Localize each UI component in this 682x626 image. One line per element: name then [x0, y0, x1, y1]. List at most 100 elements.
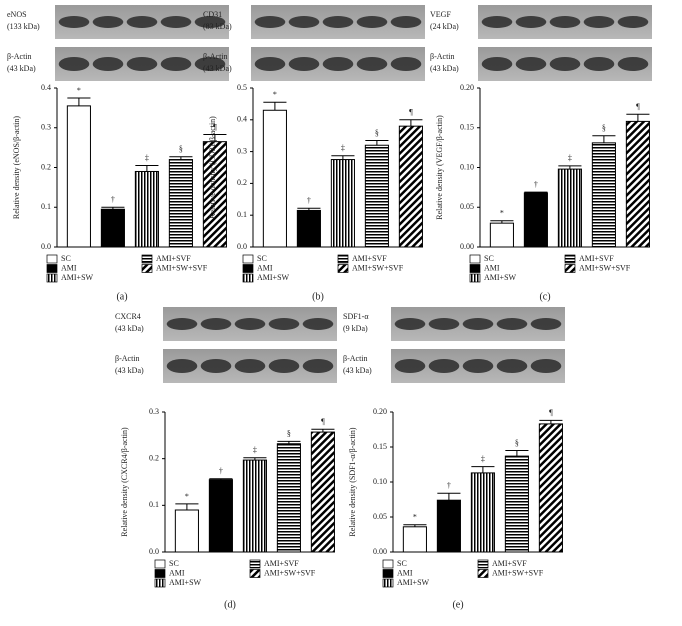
y-tick-label: 0.20 — [373, 407, 387, 416]
panel-label: (b) — [312, 291, 324, 302]
blot-band — [356, 16, 388, 28]
blot-band — [126, 57, 158, 71]
blot-band — [617, 16, 649, 28]
significance-marker: § — [602, 124, 606, 133]
panel: VEGF (24 kDa) β-Actin (43 kDa) 0.00 0.05 0.10 0… — [430, 5, 652, 302]
y-tick-label: 0.2 — [41, 162, 51, 171]
legend-label: AMI+SW — [61, 273, 94, 282]
blot-band — [288, 57, 320, 71]
blot-band — [254, 16, 286, 28]
legend-swatch — [382, 569, 394, 578]
bar — [296, 209, 321, 248]
legend-label: SC — [484, 254, 494, 263]
blot-label: (9 kDa) — [343, 324, 368, 333]
blot-label: β-Actin — [430, 52, 455, 61]
legend-label: AMI+SW — [397, 578, 430, 587]
legend-label: SC — [257, 254, 267, 263]
bar — [168, 159, 193, 248]
panel-label: (e) — [452, 599, 463, 610]
bar — [625, 120, 650, 248]
blot-band — [530, 359, 562, 373]
blot-band — [194, 16, 226, 28]
legend-label: AMI+SVF — [492, 559, 527, 568]
blot-band — [160, 16, 192, 28]
significance-marker: ¶ — [321, 417, 325, 426]
blot-band — [428, 359, 460, 373]
blot-label: (133 kDa) — [7, 22, 40, 31]
legend-swatch — [154, 559, 166, 569]
bar — [402, 526, 427, 553]
blot-band — [288, 16, 320, 28]
panel-label: (c) — [539, 291, 550, 302]
y-axis-label: Relative density (CXCR4/β-actin) — [120, 427, 129, 537]
legend-label: AMI+SW — [169, 578, 202, 587]
legend-swatch — [141, 254, 153, 264]
y-tick-label: 0.15 — [460, 123, 474, 132]
y-tick-label: 0.2 — [149, 453, 159, 462]
legend-swatch — [154, 569, 166, 578]
blot-label: CD31 — [203, 10, 222, 19]
legend-label: AMI — [257, 263, 273, 272]
y-tick-label: 0.0 — [41, 242, 51, 251]
legend-label: AMI — [169, 568, 185, 577]
legend-label: AMI+SW+SVF — [579, 263, 631, 272]
y-tick-label: 0.20 — [460, 83, 474, 92]
blot-label: eNOS — [7, 10, 27, 19]
legend-label: AMI+SVF — [264, 559, 299, 568]
significance-marker: * — [77, 86, 81, 95]
legend-swatch — [46, 273, 58, 283]
legend-swatch — [249, 559, 261, 569]
legend-label: AMI+SW+SVF — [264, 568, 316, 577]
legend-label: AMI+SW — [257, 273, 290, 282]
legend-swatch — [382, 578, 394, 588]
legend-label: SC — [397, 559, 407, 568]
legend-swatch — [564, 264, 576, 273]
bar — [208, 479, 233, 553]
y-axis-label: Relative density (CD31/β-actin) — [208, 116, 217, 219]
blot-band — [462, 359, 494, 373]
bar — [364, 144, 389, 248]
significance-marker: * — [273, 90, 277, 99]
blot-band — [268, 359, 300, 373]
legend-swatch — [564, 254, 576, 264]
significance-marker: ‡ — [253, 446, 257, 455]
panel: eNOS (133 kDa) β-Actin (43 kDa) 0.0 0.1 0.2 0.3… — [7, 5, 229, 302]
y-tick-label: 0.5 — [237, 83, 247, 92]
significance-marker: * — [413, 513, 417, 522]
blot-label: (83 kDa) — [203, 22, 232, 31]
y-tick-label: 0.3 — [237, 146, 247, 155]
blot-label: β-Actin — [343, 354, 368, 363]
significance-marker: ¶ — [636, 102, 640, 111]
blot-band — [481, 57, 513, 71]
blot-band — [481, 16, 513, 28]
y-tick-label: 0.1 — [237, 210, 247, 219]
blot-band — [160, 57, 192, 71]
significance-marker: ¶ — [549, 408, 553, 417]
blot-band — [583, 16, 615, 28]
blot-label: β-Actin — [203, 52, 228, 61]
y-tick-label: 0.3 — [41, 123, 51, 132]
blot-band — [617, 57, 649, 71]
blot-band — [194, 57, 226, 71]
significance-marker: ¶ — [409, 108, 413, 117]
legend-swatch — [477, 569, 489, 578]
blot-label: (43 kDa) — [430, 64, 459, 73]
blot-band — [234, 359, 266, 373]
bar — [489, 222, 514, 248]
blot-label: (43 kDa) — [343, 366, 372, 375]
bar — [262, 109, 287, 248]
blot-band — [302, 318, 334, 330]
blot-label: SDF1-α — [343, 312, 369, 321]
y-tick-label: 0.3 — [149, 407, 159, 416]
blot-band — [356, 57, 388, 71]
blot-band — [549, 57, 581, 71]
bar — [470, 472, 495, 553]
panel-label: (a) — [116, 291, 127, 302]
blot-band — [496, 359, 528, 373]
legend-swatch — [337, 264, 349, 273]
blot-band — [530, 318, 562, 330]
y-tick-label: 0.10 — [373, 477, 387, 486]
significance-marker: † — [111, 195, 115, 204]
bar — [398, 125, 423, 248]
